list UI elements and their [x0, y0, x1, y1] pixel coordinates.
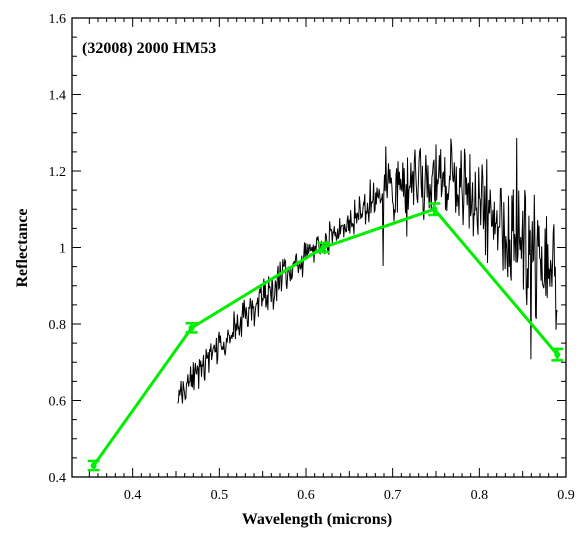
- y-tick-label: 1.6: [49, 12, 67, 27]
- photometry-series: [87, 202, 564, 472]
- y-tick-label: 1.4: [49, 89, 67, 104]
- y-axis-title: Reflectance: [14, 208, 31, 287]
- x-axis-title: Wavelength (microns): [242, 511, 392, 528]
- x-tick-label: 0.6: [297, 488, 315, 503]
- y-tick-label: 0.4: [49, 471, 67, 486]
- y-tick-label: 1.2: [49, 165, 67, 180]
- x-tick-label: 0.7: [384, 488, 402, 503]
- photometry-point: [188, 324, 195, 331]
- y-tick-label: 0.6: [49, 395, 67, 410]
- photometry-point: [90, 462, 97, 469]
- spectrum-series: [177, 137, 558, 404]
- axis-ticks: 0.4 0.5 0.6 0.7 0.8 0.9 0.4 0.6 0.8 1 1.2 1.4 1.6: [49, 12, 575, 503]
- object-annotation: (32008) 2000 HM53: [82, 40, 216, 57]
- x-tick-label: 0.8: [471, 488, 489, 503]
- photometry-point: [431, 206, 438, 213]
- y-tick-label: 0.8: [49, 318, 67, 333]
- spectrum-line: [177, 137, 558, 404]
- x-tick-label: 0.4: [124, 488, 142, 503]
- x-tick-label: 0.9: [557, 488, 575, 503]
- y-tick-label: 1: [59, 242, 66, 257]
- photometry-point: [320, 244, 327, 251]
- x-tick-label: 0.5: [211, 488, 229, 503]
- photometry-point: [554, 351, 561, 358]
